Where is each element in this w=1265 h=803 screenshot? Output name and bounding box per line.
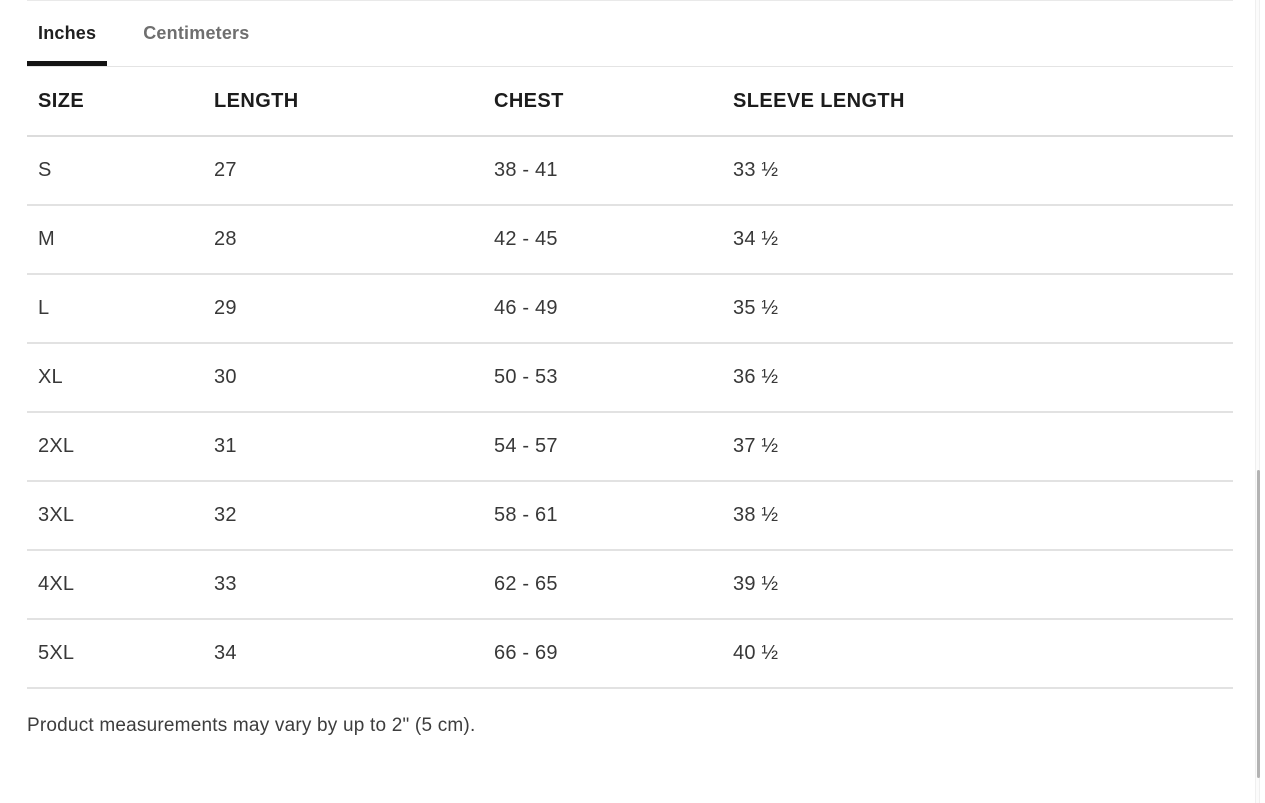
table-row-xl: XL 30 50 - 53 36 ½: [27, 344, 1233, 413]
size-cell: 2XL: [38, 435, 75, 457]
chest-cell: 62 - 65: [494, 573, 558, 595]
sleeve-length-cell: 35 ½: [733, 297, 779, 319]
table-header-row: SIZE LENGTH CHEST SLEEVE LENGTH: [27, 67, 1233, 137]
size-cell: 3XL: [38, 504, 75, 526]
chest-cell: 54 - 57: [494, 435, 558, 457]
column-header-chest: CHEST: [494, 89, 564, 112]
length-cell: 34: [214, 642, 237, 664]
chest-cell: 58 - 61: [494, 504, 558, 526]
tab-inches[interactable]: Inches: [27, 1, 107, 66]
table-row-5xl: 5XL 34 66 - 69 40 ½: [27, 620, 1233, 689]
size-cell: 5XL: [38, 642, 75, 664]
size-table: SIZE LENGTH CHEST SLEEVE LENGTH S 27 38 …: [27, 67, 1233, 689]
table-row-s: S 27 38 - 41 33 ½: [27, 137, 1233, 206]
column-header-size: SIZE: [38, 89, 85, 112]
tab-centimeters[interactable]: Centimeters: [143, 23, 250, 43]
chest-cell: 38 - 41: [494, 159, 558, 181]
length-cell: 32: [214, 504, 237, 526]
length-cell: 31: [214, 435, 237, 457]
column-header-sleeve-length: SLEEVE LENGTH: [733, 89, 905, 112]
table-row-m: M 28 42 - 45 34 ½: [27, 206, 1233, 275]
chest-cell: 46 - 49: [494, 297, 558, 319]
size-cell: S: [38, 159, 52, 181]
size-cell: L: [38, 297, 50, 319]
length-cell: 27: [214, 159, 237, 181]
sleeve-length-cell: 40 ½: [733, 642, 779, 664]
sleeve-length-cell: 34 ½: [733, 228, 779, 250]
length-cell: 33: [214, 573, 237, 595]
column-header-length: LENGTH: [214, 89, 299, 112]
size-cell: XL: [38, 366, 63, 388]
table-row-2xl: 2XL 31 54 - 57 37 ½: [27, 413, 1233, 482]
length-cell: 28: [214, 228, 237, 250]
scrollbar-thumb[interactable]: [1257, 470, 1260, 778]
table-row-4xl: 4XL 33 62 - 65 39 ½: [27, 551, 1233, 620]
size-cell: M: [38, 228, 55, 250]
sleeve-length-cell: 38 ½: [733, 504, 779, 526]
chest-cell: 50 - 53: [494, 366, 558, 388]
size-cell: 4XL: [38, 573, 75, 595]
measurement-disclaimer: Product measurements may vary by up to 2…: [27, 715, 476, 736]
length-cell: 29: [214, 297, 237, 319]
table-row-l: L 29 46 - 49 35 ½: [27, 275, 1233, 344]
sleeve-length-cell: 33 ½: [733, 159, 779, 181]
chest-cell: 42 - 45: [494, 228, 558, 250]
sleeve-length-cell: 39 ½: [733, 573, 779, 595]
chest-cell: 66 - 69: [494, 642, 558, 664]
sleeve-length-cell: 37 ½: [733, 435, 779, 457]
scrollbar-track[interactable]: [1255, 0, 1260, 803]
length-cell: 30: [214, 366, 237, 388]
sleeve-length-cell: 36 ½: [733, 366, 779, 388]
unit-tabs: Inches Centimeters: [27, 0, 1233, 67]
table-row-3xl: 3XL 32 58 - 61 38 ½: [27, 482, 1233, 551]
